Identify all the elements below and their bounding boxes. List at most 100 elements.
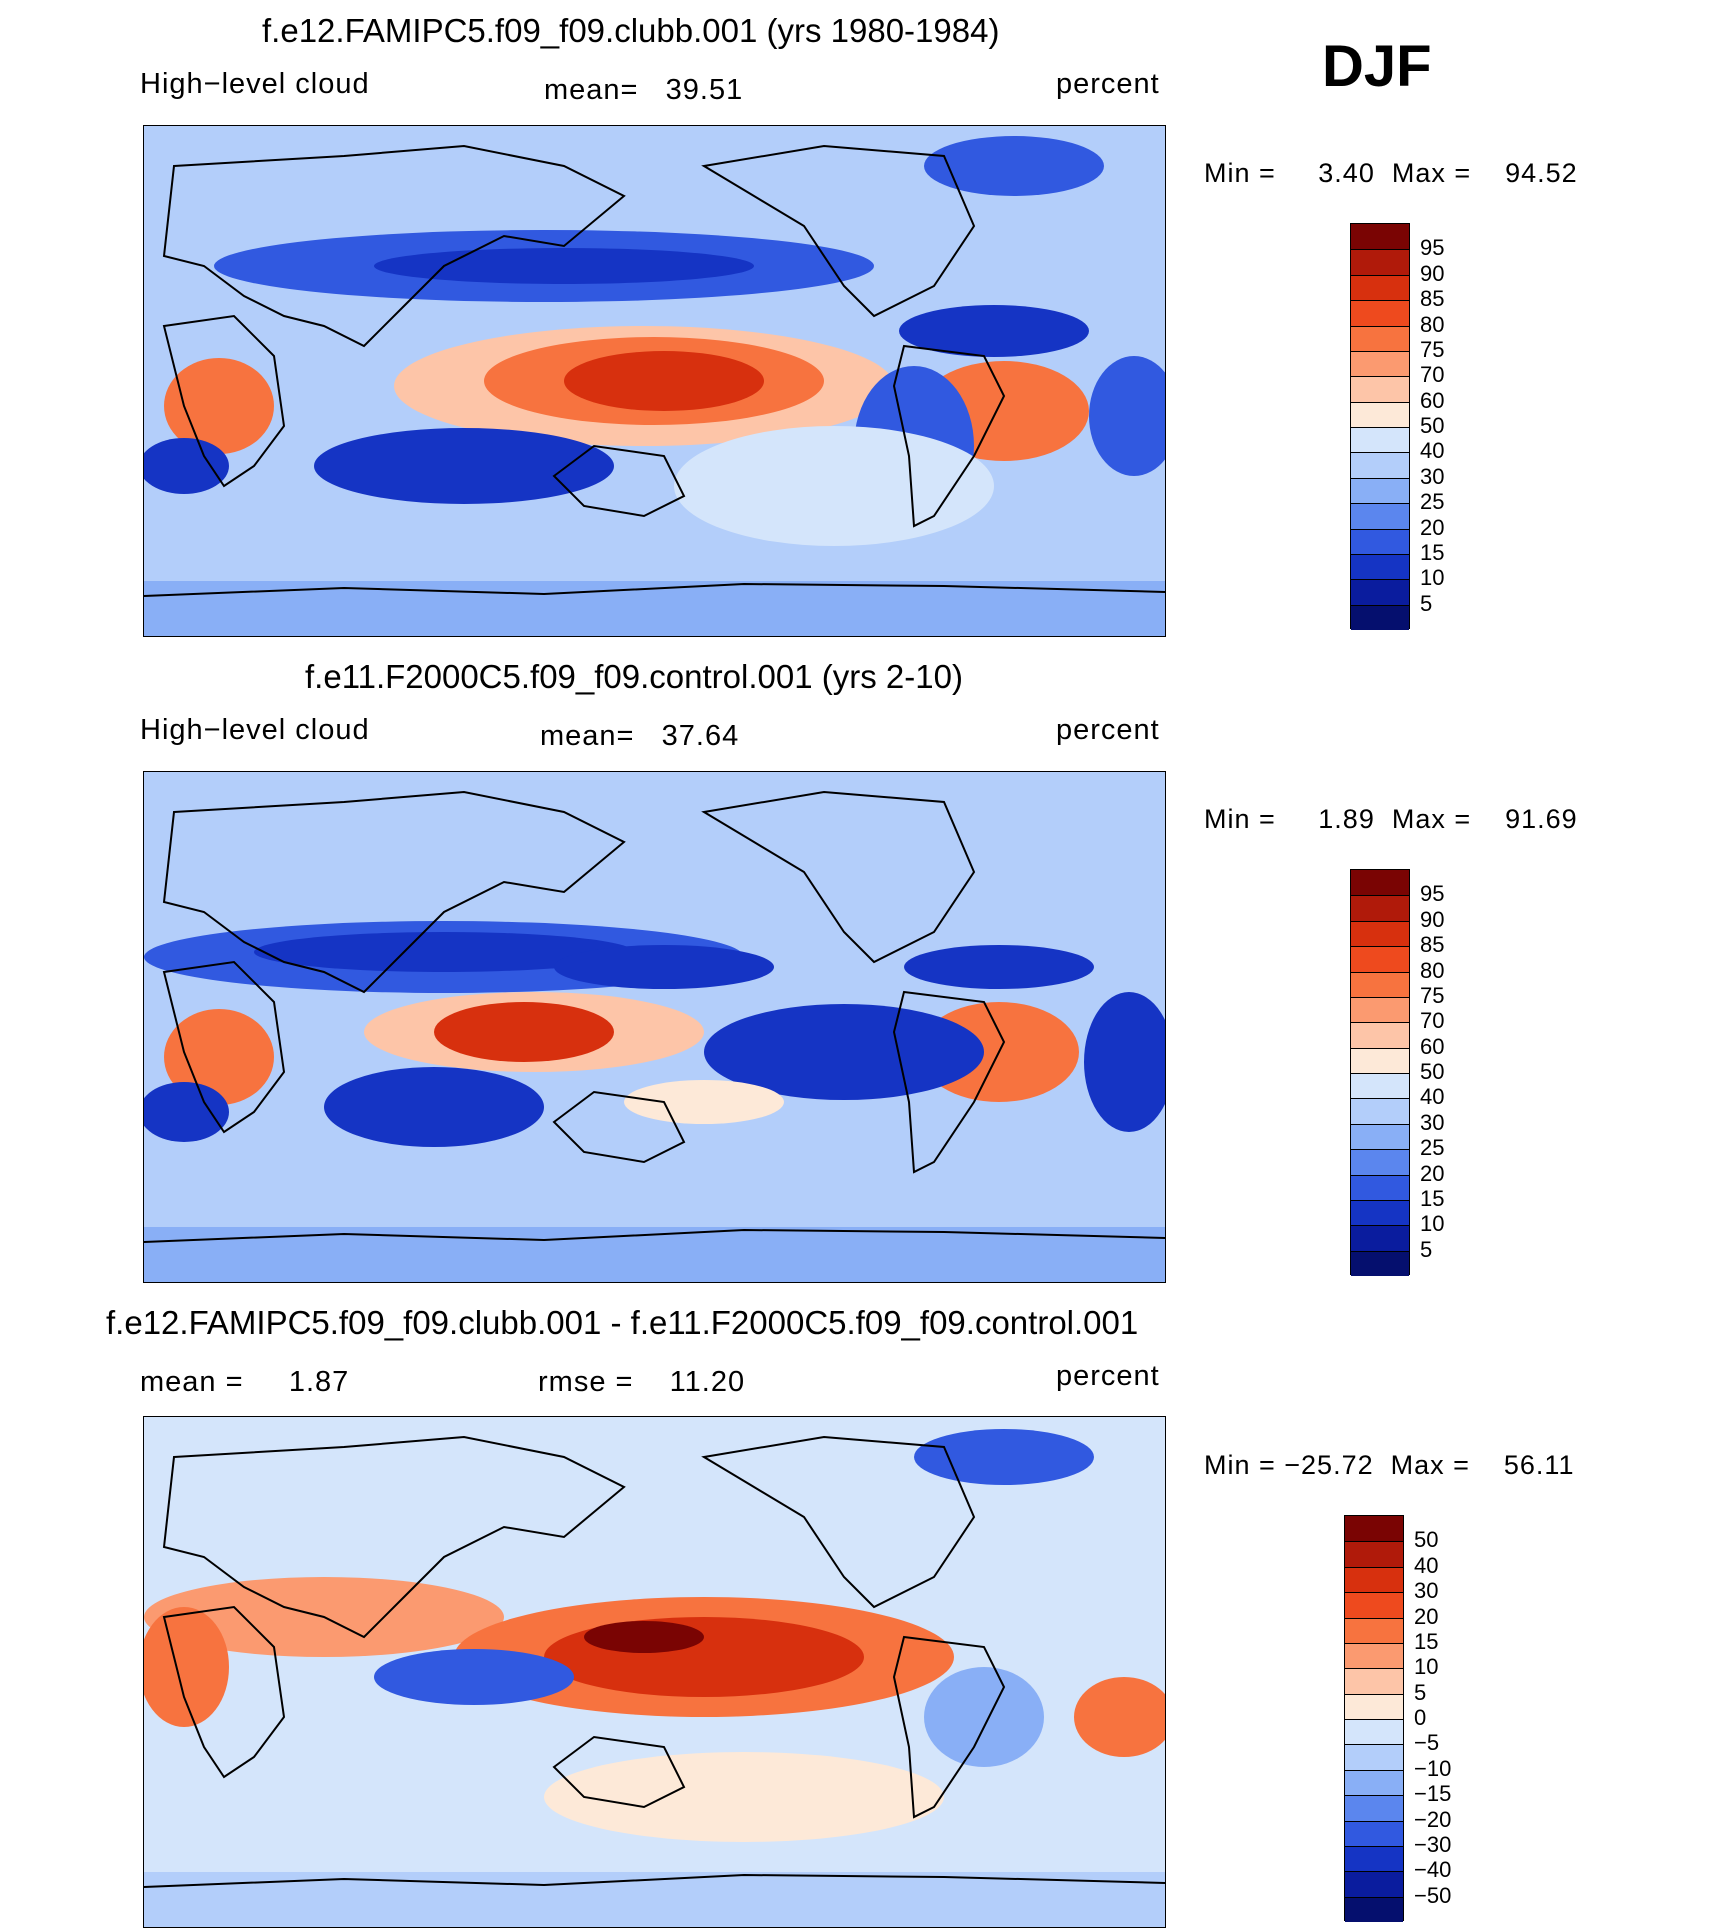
panel-2-coast-eurasia	[162, 790, 626, 994]
panel-3-colorbar-swatch	[1345, 1617, 1403, 1643]
panel-3-colorbar-label: 40	[1414, 1552, 1439, 1578]
panel-1-region-south-indian-low	[314, 428, 614, 504]
panel-1-units-label: percent	[1056, 68, 1160, 100]
panel-3-units-label: percent	[1056, 1360, 1160, 1392]
panel-3-colorbar-swatch	[1345, 1896, 1403, 1922]
panel-2-coast-antarctica	[144, 1228, 1165, 1243]
panel-2-colorbar-swatch	[1351, 1098, 1409, 1124]
panel-1-colorbar-swatch	[1351, 300, 1409, 326]
panel-3-min-max: Min = −25.72 Max = 56.11	[1204, 1450, 1575, 1480]
panel-1-region-warm-pool-core	[564, 351, 764, 411]
panel-1-region-east-atlantic-low	[1089, 356, 1165, 476]
panel-2-colorbar-swatch	[1351, 1047, 1409, 1073]
panel-2-colorbar-label: 5	[1420, 1236, 1433, 1262]
panel-2-colorbar-label: 90	[1420, 906, 1445, 932]
panel-3-title: f.e12.FAMIPC5.f09_f09.clubb.001 - f.e11.…	[106, 1304, 1139, 1341]
panel-3-colorbar-label: −15	[1414, 1781, 1452, 1807]
panel-1-colorbar-label: 75	[1420, 336, 1445, 362]
panel-1-coast-south-america	[892, 344, 1006, 528]
panel-1-region-arctic-low	[924, 136, 1104, 196]
panel-3-colorbar-swatch	[1345, 1845, 1403, 1872]
panel-3-region-south-pacific-slight	[544, 1752, 944, 1842]
panel-1-colorbar-swatch	[1351, 528, 1409, 554]
panel-1-map-plot	[144, 126, 1165, 636]
panel-1-coast-eurasia	[162, 144, 626, 348]
panel-2-colorbar-label: 30	[1420, 1109, 1445, 1135]
panel-2-colorbar-label: 80	[1420, 957, 1445, 983]
panel-2-colorbar-swatch	[1351, 1250, 1409, 1276]
panel-2-colorbar-swatch	[1351, 1149, 1409, 1175]
panel-2-colorbar-swatch	[1351, 1022, 1409, 1048]
panel-3-colorbar-swatch	[1345, 1642, 1403, 1669]
panel-1-coast-australia	[552, 444, 686, 518]
panel-2-region-spcz-low	[704, 1004, 984, 1100]
panel-3-colorbar-label: 10	[1414, 1654, 1439, 1680]
panel-3-region-pacific-positive-core	[584, 1621, 704, 1653]
panel-2-colorbar-label: 20	[1420, 1160, 1445, 1186]
panel-1-colorbar-swatch	[1351, 274, 1409, 301]
panel-2-colorbar-swatch	[1351, 1174, 1409, 1200]
panel-2-coast-australia	[552, 1090, 686, 1164]
panel-3-colorbar-label: 20	[1414, 1603, 1439, 1629]
panel-3-colorbar-swatch	[1345, 1769, 1403, 1796]
panel-2-coast-north-america	[701, 790, 976, 964]
panel-3-colorbar-label: 15	[1414, 1628, 1439, 1654]
panel-3-colorbar-label: 30	[1414, 1578, 1439, 1604]
panel-3-map-plot	[144, 1417, 1165, 1927]
panel-2-region-south-atlantic-low	[144, 1082, 229, 1142]
panel-1-region-africa-high	[164, 358, 274, 454]
panel-2-min-max: Min = 1.89 Max = 91.69	[1204, 804, 1578, 834]
panel-1-min-max: Min = 3.40 Max = 94.52	[1204, 158, 1578, 188]
panel-1-coast-antarctica	[144, 582, 1165, 597]
panel-2-colorbar-label: 75	[1420, 982, 1445, 1008]
panel-3-rmse-label: rmse = 11.20	[538, 1366, 746, 1398]
panel-3-coast-south-america	[892, 1635, 1006, 1819]
panel-1-colorbar-swatch	[1351, 249, 1409, 275]
panel-3-coast-antarctica	[144, 1873, 1165, 1888]
panel-1-colorbar-label: 70	[1420, 362, 1445, 388]
panel-1-colorbar-swatch	[1351, 401, 1409, 427]
panel-2-colorbar-label: 60	[1420, 1033, 1445, 1059]
panel-2-colorbar-swatch	[1351, 1073, 1409, 1099]
panel-1-variable-label: High−level cloud	[140, 68, 370, 100]
panel-1-colorbar-swatch	[1351, 604, 1409, 630]
panel-2-colorbar-label: 15	[1420, 1185, 1445, 1211]
panel-2-title: f.e11.F2000C5.f09_f09.control.001 (yrs 2…	[305, 658, 963, 695]
panel-1-colorbar-label: 50	[1420, 413, 1445, 438]
panel-2-colorbar-label: 40	[1420, 1084, 1445, 1110]
panel-3-map	[143, 1416, 1166, 1928]
panel-1-colorbar-label: 60	[1420, 387, 1445, 413]
panel-3-coast-australia	[552, 1735, 686, 1809]
panel-1-title: f.e12.FAMIPC5.f09_f09.clubb.001 (yrs 198…	[262, 12, 1000, 49]
panel-3-colorbar-label: −20	[1414, 1806, 1452, 1832]
panel-1-region-atlantic-low	[899, 305, 1089, 357]
panel-3-colorbar-label: 5	[1414, 1679, 1427, 1705]
panel-2-units-label: percent	[1056, 714, 1160, 746]
panel-2-colorbar-label: 10	[1420, 1211, 1445, 1237]
panel-2-map	[143, 771, 1166, 1283]
panel-1-colorbar-swatch	[1351, 579, 1409, 605]
panel-1-colorbar-label: 80	[1420, 311, 1445, 337]
panel-3-colorbar-swatch	[1345, 1744, 1403, 1770]
panel-2-colorbar-swatch	[1351, 895, 1409, 921]
panel-1-map	[143, 125, 1166, 637]
panel-3-colorbar-label: −5	[1414, 1730, 1440, 1756]
panel-3-colorbar-swatch	[1345, 1871, 1403, 1897]
panel-1-colorbar-label: 90	[1420, 260, 1445, 286]
panel-3-colorbar-swatch	[1345, 1566, 1403, 1593]
panel-1-colorbar-swatch	[1351, 503, 1409, 529]
panel-1-mean-label: mean= 39.51	[544, 74, 744, 106]
panel-2-colorbar-swatch	[1351, 1123, 1409, 1150]
panel-1-colorbar-swatch	[1351, 224, 1409, 250]
panel-2-colorbar-swatch	[1351, 870, 1409, 896]
panel-2-region-warm-pool-core	[434, 1002, 614, 1062]
panel-2-region-atlantic-low	[904, 945, 1094, 989]
panel-1-colorbar-label: 20	[1420, 514, 1445, 540]
panel-3-colorbar-swatch	[1345, 1693, 1403, 1719]
panel-2-region-east-atlantic-low	[1084, 992, 1165, 1132]
panel-3-colorbar	[1344, 1515, 1404, 1922]
panel-1-colorbar-label: 85	[1420, 286, 1445, 312]
season-label: DJF	[1322, 34, 1432, 99]
panel-2-colorbar-swatch	[1351, 1225, 1409, 1251]
panel-1-coast-africa	[162, 314, 286, 488]
